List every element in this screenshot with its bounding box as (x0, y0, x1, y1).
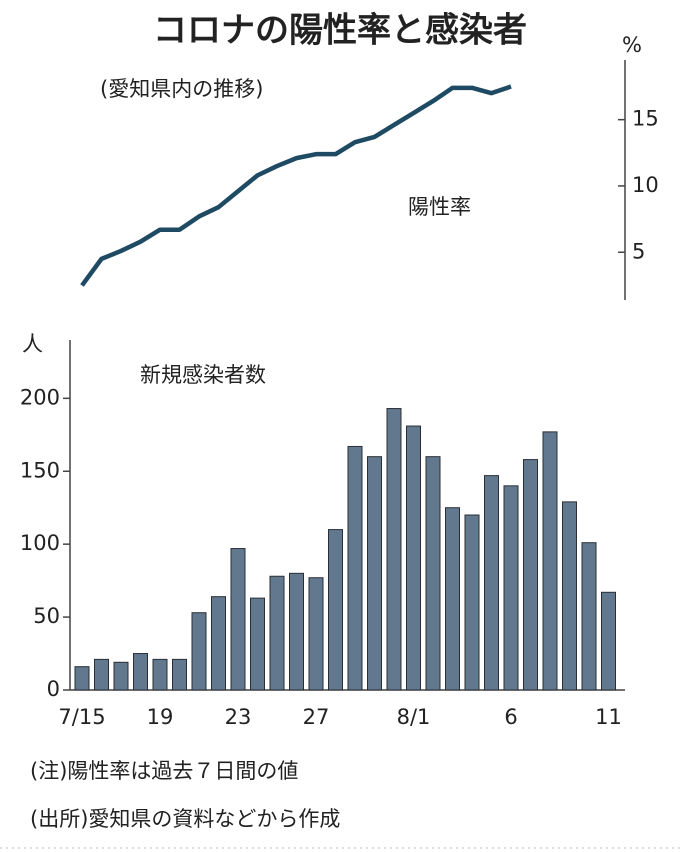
bar (172, 658, 187, 691)
chart-title: コロナの陽性率と感染者 (153, 11, 527, 51)
bar (542, 431, 558, 691)
x-tick-label: 11 (595, 705, 622, 729)
bar (289, 572, 304, 691)
note: (注)陽性率は過去７日間の値 (30, 759, 298, 783)
x-tick-label: 6 (504, 705, 517, 729)
line (80, 84, 512, 287)
bar (425, 456, 441, 691)
bar (152, 658, 168, 691)
bar (562, 501, 577, 691)
y-tick-label: 150 (20, 458, 60, 482)
bar (406, 425, 421, 691)
bar (386, 408, 402, 691)
bar (484, 475, 499, 691)
y-tick-label: 100 (20, 531, 60, 555)
bar (133, 653, 148, 691)
note: (出所)愛知県の資料などから作成 (30, 807, 340, 831)
y-tick-label: 10 (632, 173, 659, 197)
bar (211, 596, 226, 691)
y-tick-label: 50 (33, 604, 60, 628)
x-tick-label: 19 (147, 705, 174, 729)
bar (464, 514, 480, 691)
bar (347, 445, 363, 691)
chart-subtitle: (愛知県内の推移) (100, 77, 263, 101)
y-axis-unit: 人 (22, 332, 43, 356)
x-tick-label: 7/15 (58, 705, 105, 729)
bar (269, 575, 285, 691)
y-tick-label: 5 (632, 239, 645, 263)
x-tick-label: 8/1 (397, 705, 431, 729)
bar (581, 542, 597, 691)
y-tick-label: 200 (20, 385, 60, 409)
bar (191, 612, 207, 691)
x-tick-label: 23 (225, 705, 252, 729)
bar (601, 591, 616, 691)
line-label: 陽性率 (408, 195, 471, 219)
y-tick-label: 15 (632, 107, 659, 131)
bar (308, 577, 324, 691)
bar (74, 666, 90, 691)
bar (445, 507, 460, 691)
bar (328, 529, 343, 691)
y-tick-label: 0 (47, 677, 60, 701)
bar (367, 456, 382, 691)
bar (113, 661, 129, 691)
bar (230, 548, 246, 691)
bar (94, 658, 109, 691)
x-tick-label: 27 (303, 705, 330, 729)
y-axis-unit: % (622, 33, 642, 57)
bar (523, 459, 538, 691)
bar (250, 597, 265, 691)
bar-label: 新規感染者数 (140, 363, 266, 387)
bar (503, 485, 519, 691)
